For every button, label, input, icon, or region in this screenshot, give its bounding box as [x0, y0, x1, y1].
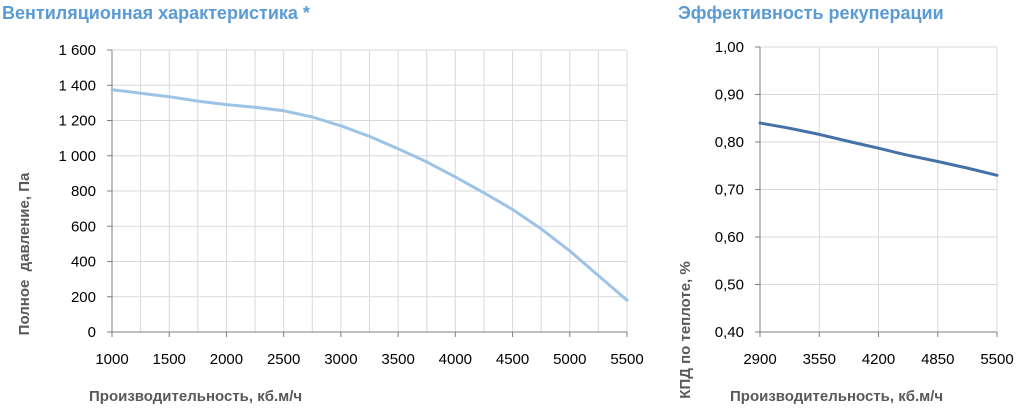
recuperation-x-tick-label: 5500	[980, 351, 1013, 368]
recuperation-y-tick-label: 0,60	[715, 229, 744, 246]
recuperation-x-axis-title: Производительность, кб.м/ч	[730, 388, 943, 405]
ventilation-x-tick-label: 3000	[324, 351, 357, 368]
ventilation-x-axis-title: Производительность, кб.м/ч	[89, 388, 302, 405]
ventilation-x-tick-label: 1000	[95, 351, 128, 368]
recuperation-x-tick-label: 4850	[921, 351, 954, 368]
recuperation-y-tick-label: 1,00	[715, 39, 744, 56]
recuperation-x-tick-label: 3550	[803, 351, 836, 368]
recuperation-x-tick-label: 4200	[862, 351, 895, 368]
ventilation-x-tick-label: 5000	[553, 351, 586, 368]
ventilation-y-tick-label: 1 000	[58, 148, 96, 165]
ventilation-x-tick-label: 5500	[610, 351, 643, 368]
ventilation-y-tick-label: 1 200	[58, 113, 96, 130]
ventilation-x-tick-label: 1500	[153, 351, 186, 368]
ventilation-x-tick-label: 4500	[496, 351, 529, 368]
ventilation-y-tick-label: 600	[71, 218, 96, 235]
ventilation-y-tick-label: 400	[71, 254, 96, 271]
ventilation-y-tick-label: 800	[71, 183, 96, 200]
ventilation-y-axis-title: Полное давление, Па	[16, 172, 33, 335]
recuperation-x-tick-label: 2900	[743, 351, 776, 368]
recuperation-y-tick-label: 0,40	[715, 324, 744, 341]
ventilation-y-tick-label: 1 400	[58, 77, 96, 94]
recuperation-y-tick-label: 0,70	[715, 182, 744, 199]
ventilation-x-tick-label: 2500	[267, 351, 300, 368]
ventilation-y-tick-label: 200	[71, 289, 96, 306]
ventilation-y-tick-label: 1 600	[58, 42, 96, 59]
ventilation-y-tick-label: 0	[88, 324, 96, 341]
chart-title-ventilation: Вентиляционная характеристика *	[2, 3, 310, 23]
recuperation-y-tick-label: 0,50	[715, 277, 744, 294]
ventilation-x-tick-label: 3500	[381, 351, 414, 368]
chart-title-recuperation: Эффективность рекуперации	[678, 3, 944, 23]
ventilation-x-tick-label: 4000	[439, 351, 472, 368]
ventilation-series-line	[110, 88, 629, 302]
recuperation-y-axis-title: КПД по теплоте, %	[677, 261, 694, 398]
recuperation-y-tick-label: 0,90	[715, 87, 744, 104]
ventilation-x-tick-label: 2000	[210, 351, 243, 368]
recuperation-y-tick-label: 0,80	[715, 134, 744, 151]
recuperation-series-line	[758, 121, 999, 177]
